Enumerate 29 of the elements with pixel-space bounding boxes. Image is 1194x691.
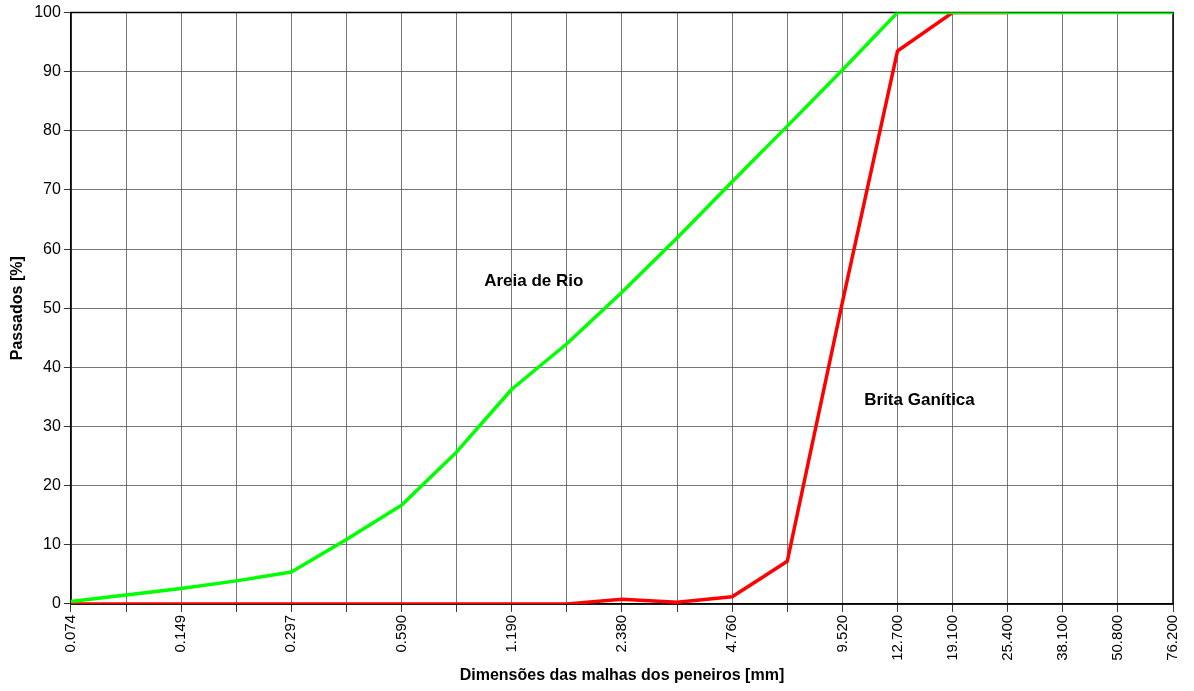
x-tick-label: 0.149 — [171, 614, 189, 653]
y-tick-label: 0 — [51, 594, 61, 612]
x-tick-label: 76.200 — [1163, 614, 1181, 661]
y-tick-label: 50 — [43, 298, 61, 316]
x-tick-label: 1.190 — [501, 614, 519, 653]
y-tick-label: 90 — [43, 62, 61, 80]
y-tick-label: 70 — [43, 180, 61, 198]
y-tick-label: 60 — [43, 239, 61, 257]
x-tick-label: 25.400 — [997, 614, 1015, 661]
y-tick-label: 40 — [43, 357, 61, 375]
x-axis-title: Dimensões das malhas dos peneiros [mm] — [459, 665, 785, 683]
x-tick-label: 19.100 — [942, 614, 960, 661]
x-tick-label: 0.297 — [281, 614, 299, 653]
x-tick-label: 0.590 — [391, 614, 409, 653]
y-tick-label: 30 — [43, 416, 61, 434]
x-tick-label: 38.100 — [1052, 614, 1070, 661]
series-label: Areia de Rio — [484, 271, 584, 291]
x-tick-label: 2.380 — [612, 614, 630, 653]
x-tick-label: 4.760 — [722, 614, 740, 653]
x-tick-label: 12.700 — [887, 614, 905, 661]
y-tick-label: 80 — [43, 121, 61, 139]
y-tick-label: 10 — [43, 535, 61, 553]
x-tick-label: 0.074 — [61, 614, 79, 653]
y-tick-label: 20 — [43, 476, 61, 494]
text: Brita Ganítica — [864, 389, 976, 409]
x-tick-label: 9.520 — [832, 614, 850, 653]
y-tick-label: 100 — [34, 3, 61, 21]
x-tick-label: 50.800 — [1108, 614, 1126, 661]
y-axis-title: Passados [%] — [8, 256, 26, 361]
